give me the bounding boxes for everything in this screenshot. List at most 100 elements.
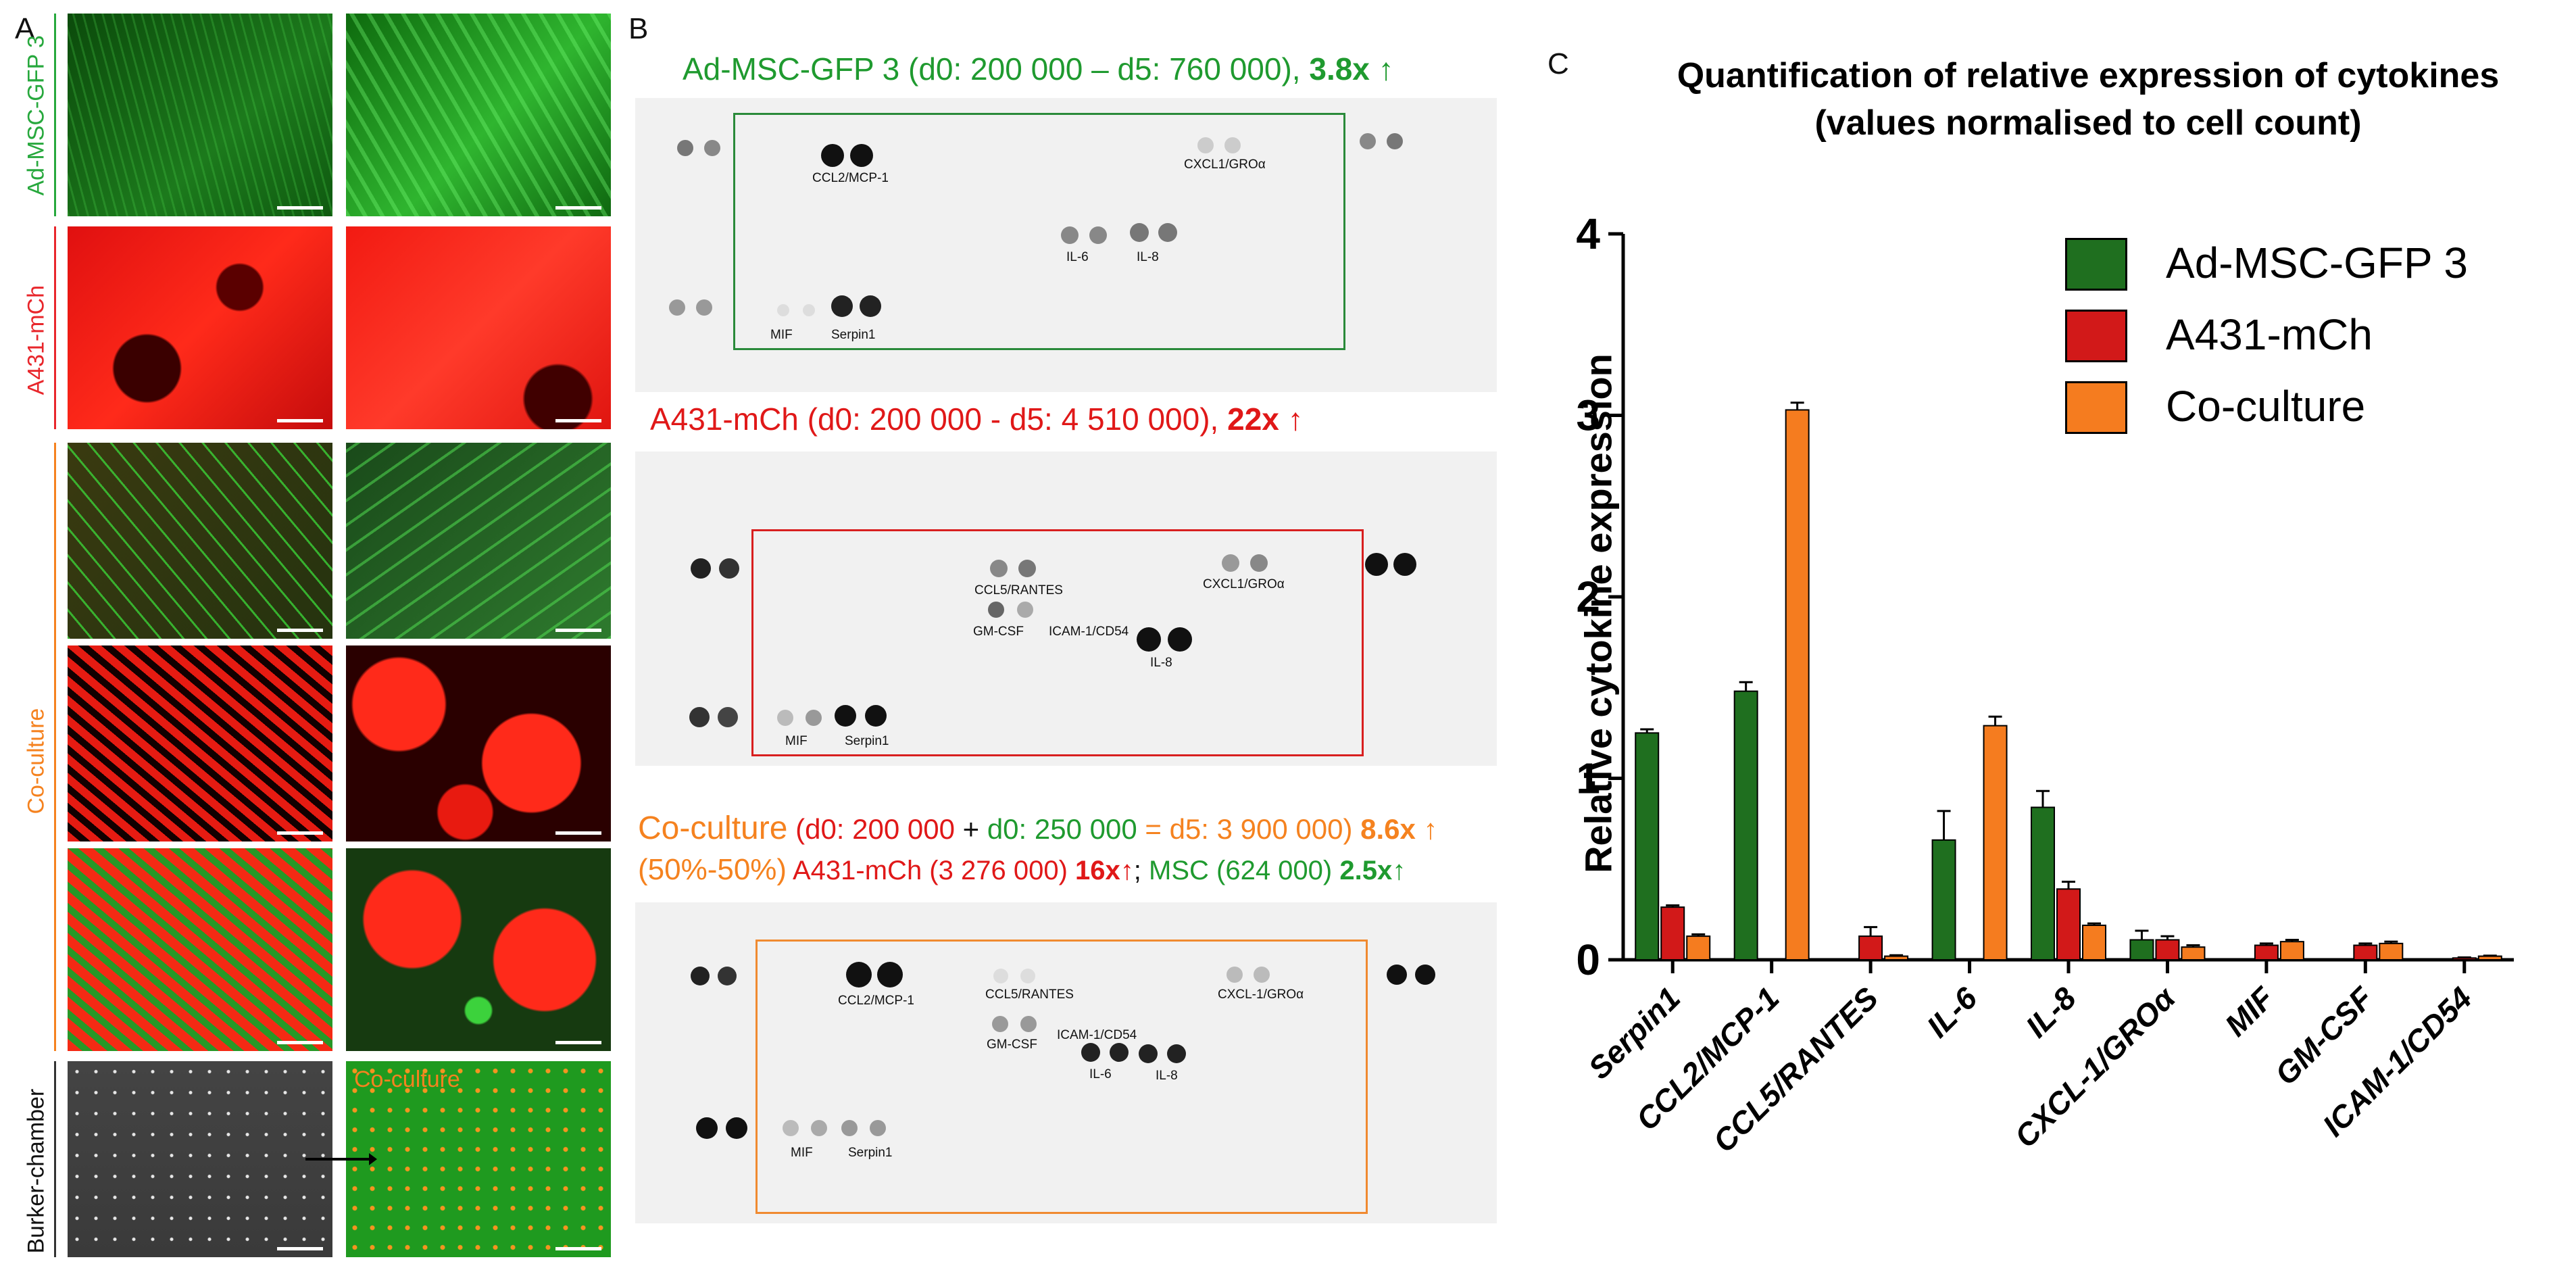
scale-bar <box>555 1041 601 1044</box>
scale-bar <box>555 1247 601 1250</box>
blot1-label-il6: IL-6 <box>1066 250 1089 264</box>
bar-co-culture-gm-csf <box>2379 942 2404 960</box>
dot <box>806 710 822 726</box>
blot3-label-il6: IL-6 <box>1089 1067 1112 1081</box>
coculture-gfp-image-right <box>346 443 611 639</box>
dot <box>1167 1044 1186 1063</box>
blot3-header-part-c: = d5: 3 900 000) <box>1145 813 1361 845</box>
x-category-label: CCL5/RANTES <box>1706 980 1885 1159</box>
dot <box>1168 627 1192 652</box>
bar-ad-msc-gfp-3-il-6 <box>1931 839 1956 960</box>
dot <box>1222 554 1239 572</box>
y-tick-label: 3 <box>1576 391 1600 440</box>
dot <box>704 140 720 156</box>
bar-a431-mch-mif <box>2254 944 2279 961</box>
coculture-mch-image-left <box>68 645 332 842</box>
panel-b-letter: B <box>628 12 649 45</box>
blot1-header-text: Ad-MSC-GFP 3 (d0: 200 000 – d5: 760 000)… <box>683 51 1310 87</box>
dot <box>1360 133 1376 149</box>
blot1-label-il8: IL-8 <box>1137 250 1159 264</box>
y-tick-label: 2 <box>1576 572 1600 621</box>
dot <box>719 558 739 579</box>
blot3-label-il8: IL-8 <box>1156 1069 1178 1083</box>
blot2-label-cxcl1: CXCL1/GROα <box>1203 577 1285 591</box>
bar-ad-msc-gfp-3-il-8 <box>2031 806 2055 961</box>
legend-swatch-mch <box>2065 310 2127 362</box>
dot <box>1158 223 1177 242</box>
dot <box>841 1120 858 1136</box>
blot1-header: Ad-MSC-GFP 3 (d0: 200 000 – d5: 760 000)… <box>683 51 1394 87</box>
mch-image-right <box>346 226 611 429</box>
dot <box>689 707 710 727</box>
dot <box>726 1117 747 1139</box>
panel-c-letter: C <box>1547 47 1569 80</box>
mch-row-label: A431-mCh <box>23 285 49 395</box>
dot <box>992 1016 1008 1032</box>
dot <box>1081 1043 1100 1062</box>
dot <box>777 710 793 726</box>
dot <box>691 967 710 985</box>
dot <box>1139 1044 1158 1063</box>
chart-title-line1: Quantification of relative expression of… <box>1677 56 2500 95</box>
dot <box>1137 627 1161 652</box>
blot2-label-gmcsf: GM-CSF <box>973 625 1024 639</box>
scale-bar <box>277 206 323 210</box>
blot3-membrane: CCL2/MCP-1 CCL5/RANTES CXCL-1/GROα GM-CS… <box>635 902 1497 1223</box>
blot2-label-mif: MIF <box>785 734 808 748</box>
burker-arrow <box>305 1153 377 1165</box>
blot3-header-plus: + <box>962 813 987 845</box>
dot <box>1197 137 1214 153</box>
dot <box>1415 965 1435 985</box>
blot2-label-il8: IL-8 <box>1150 656 1172 670</box>
bar-ad-msc-gfp-3-ccl2-mcp-1 <box>1733 690 1758 960</box>
burker-coculture-overlay-label: Co-culture <box>354 1067 460 1092</box>
bar-co-culture-cxcl-1-gro- <box>2181 946 2206 960</box>
legend-swatch-gfp <box>2065 238 2127 291</box>
chart-title-line2: (values normalised to cell count) <box>1814 103 2362 143</box>
blot3-label-cxcl1: CXCL-1/GROα <box>1218 987 1304 1002</box>
bar-co-culture-icam-1-cd54 <box>2477 955 2502 961</box>
blot2-label-ccl5: CCL5/RANTES <box>974 583 1063 598</box>
blot3-header-line2: (50%-50%) A431-mCh (3 276 000) 16x↑; MSC… <box>638 853 1406 887</box>
bar-co-culture-il-8 <box>2082 924 2106 960</box>
mch-image-left <box>68 226 332 429</box>
burker-row-label: Burker-chamber <box>23 1088 49 1254</box>
y-tick-label: 4 <box>1576 210 1600 258</box>
coculture-row-bracket <box>54 443 56 1051</box>
bar-a431-mch-gm-csf <box>2353 944 2378 961</box>
bar-a431-mch-ccl5-rantes <box>1858 935 1883 960</box>
blot2-label-icam1: ICAM-1/CD54 <box>1049 625 1129 639</box>
dot <box>831 295 853 317</box>
bar-a431-mch-cxcl-1-gro- <box>2155 939 2180 960</box>
gfp-row-bracket <box>54 14 56 216</box>
scale-bar <box>277 419 323 422</box>
scale-bar <box>555 419 601 422</box>
dot <box>1110 1043 1129 1062</box>
blot3-header-ratio: (50%-50%) <box>638 853 787 886</box>
dot <box>835 705 856 727</box>
mch-row-bracket <box>54 226 56 429</box>
dot <box>677 140 693 156</box>
dot <box>1254 967 1270 983</box>
blot3-label-icam1: ICAM-1/CD54 <box>1057 1028 1137 1042</box>
blot1-header-fold: 3.8x ↑ <box>1309 51 1394 87</box>
dot <box>803 304 815 316</box>
scale-bar <box>555 629 601 632</box>
coculture-merge-image-right <box>346 848 611 1051</box>
bar-ad-msc-gfp-3-cxcl-1-gro- <box>2129 939 2154 960</box>
dot <box>696 299 712 316</box>
blot2-header-fold: 22x ↑ <box>1227 401 1304 437</box>
legend-label-mch: A431-mCh <box>2166 310 2373 359</box>
blot2-header: A431-mCh (d0: 200 000 - d5: 4 510 000), … <box>650 401 1304 437</box>
blot3-header-name: Co-culture <box>638 810 788 846</box>
coculture-merge-image-left <box>68 848 332 1051</box>
blot3-header-msc: MSC (624 000) <box>1149 856 1340 885</box>
panel-a-letter: A <box>15 12 35 45</box>
coculture-gfp-image-left <box>68 443 332 639</box>
bar-co-culture-ccl2-mcp-1 <box>1785 409 1810 960</box>
dot <box>846 962 872 987</box>
y-tick-label: 0 <box>1576 935 1600 984</box>
bar-co-culture-ccl5-rantes <box>1884 955 1909 961</box>
bar-co-culture-serpin1 <box>1686 935 1711 960</box>
